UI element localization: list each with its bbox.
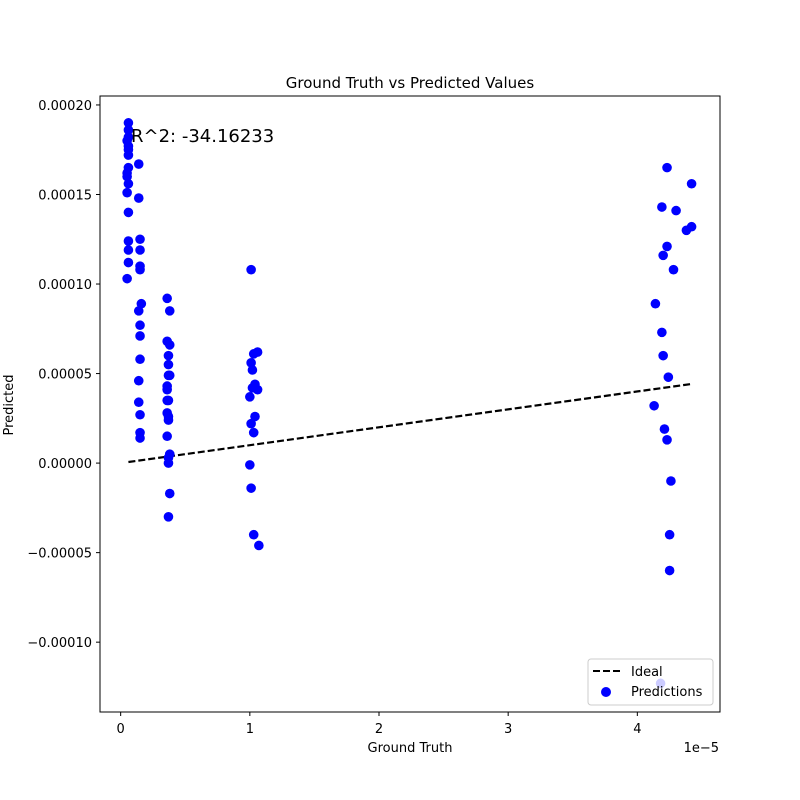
y-tick-label: 0.00010 [38, 278, 92, 293]
prediction-point [164, 488, 175, 499]
prediction-point [681, 225, 692, 236]
prediction-point [664, 529, 675, 540]
legend: Ideal Predictions [587, 658, 714, 706]
prediction-point [122, 171, 132, 182]
prediction-point [658, 250, 668, 261]
y-tick-label: −0.00010 [27, 636, 92, 651]
legend-ideal-label: Ideal [631, 665, 663, 680]
prediction-point [686, 178, 697, 189]
prediction-point [164, 370, 175, 381]
y-tick-label: 0.00005 [38, 368, 92, 383]
prediction-point [247, 365, 258, 375]
y-tick-label: 0.00015 [38, 188, 92, 203]
x-tick-label: 0 [117, 722, 125, 737]
prediction-point [162, 293, 172, 304]
prediction-point [123, 150, 134, 160]
prediction-point [252, 347, 263, 357]
prediction-point [123, 236, 134, 246]
x-axis: 0 1 2 3 4 [117, 712, 641, 737]
prediction-point [663, 372, 674, 382]
prediction-point [245, 392, 255, 402]
legend-predictions-label: Predictions [631, 685, 703, 700]
prediction-point [162, 431, 172, 442]
prediction-point [135, 245, 145, 255]
prediction-point [248, 427, 259, 438]
x-tick-label: 2 [375, 722, 383, 737]
x-offset-label: 1e−5 [684, 741, 719, 756]
prediction-point [133, 193, 144, 203]
prediction-point [135, 264, 145, 275]
x-axis-label: Ground Truth [368, 741, 453, 756]
prediction-point [163, 395, 174, 406]
prediction-point [162, 384, 172, 395]
prediction-point [250, 411, 260, 422]
prediction-point [123, 118, 134, 128]
prediction-point [123, 257, 134, 268]
prediction-point [246, 418, 256, 429]
prediction-point [163, 512, 174, 522]
prediction-point [248, 529, 259, 540]
prediction-point [163, 458, 174, 468]
prediction-point [659, 424, 670, 434]
prediction-point [135, 433, 145, 443]
prediction-point [122, 187, 132, 198]
plot-area [99, 95, 721, 713]
prediction-point [163, 350, 174, 361]
prediction-point [133, 306, 144, 316]
prediction-point [662, 435, 672, 445]
prediction-point [123, 125, 134, 135]
prediction-point [246, 358, 256, 368]
prediction-point [658, 350, 668, 361]
prediction-point [666, 476, 676, 486]
prediction-point [164, 306, 175, 316]
prediction-point [657, 202, 667, 212]
prediction-point [662, 241, 672, 252]
series-layer [122, 118, 697, 689]
prediction-point [123, 178, 134, 189]
prediction-point [135, 331, 145, 341]
legend-predictions-swatch [601, 687, 611, 697]
y-tick-label: 0.00000 [38, 457, 92, 472]
x-tick-label: 1 [246, 722, 254, 737]
prediction-point [662, 162, 672, 173]
prediction-point [163, 359, 174, 370]
x-tick-label: 3 [504, 722, 512, 737]
prediction-point [650, 298, 661, 309]
prediction-point [246, 264, 256, 275]
prediction-point [657, 327, 667, 338]
r2-annotation: R^2: -34.16233 [131, 126, 274, 147]
prediction-point [664, 565, 675, 576]
prediction-point [135, 354, 145, 365]
chart-title: Ground Truth vs Predicted Values [286, 74, 535, 92]
prediction-point [246, 483, 256, 493]
y-axis: −0.00010 −0.00005 0.00000 0.00005 0.00010 0.0… [27, 99, 100, 651]
prediction-point [668, 264, 679, 275]
prediction-point [133, 159, 144, 169]
prediction-point [649, 400, 659, 411]
prediction-point [135, 409, 145, 420]
prediction-point [254, 540, 264, 551]
prediction-point [123, 245, 134, 255]
prediction-point [671, 205, 681, 216]
prediction-point [252, 384, 263, 395]
ideal-line [128, 383, 691, 464]
prediction-point [123, 207, 134, 218]
prediction-point [133, 375, 144, 386]
prediction-point [133, 397, 144, 408]
prediction-point [135, 234, 145, 245]
prediction-point [135, 320, 145, 331]
y-axis-label: Predicted [2, 374, 17, 435]
y-tick-label: 0.00020 [38, 99, 92, 114]
prediction-point [245, 460, 255, 470]
prediction-point [163, 415, 174, 425]
prediction-point [164, 340, 175, 350]
x-tick-label: 4 [633, 722, 641, 737]
prediction-point [122, 273, 132, 284]
y-tick-label: −0.00005 [27, 547, 92, 562]
